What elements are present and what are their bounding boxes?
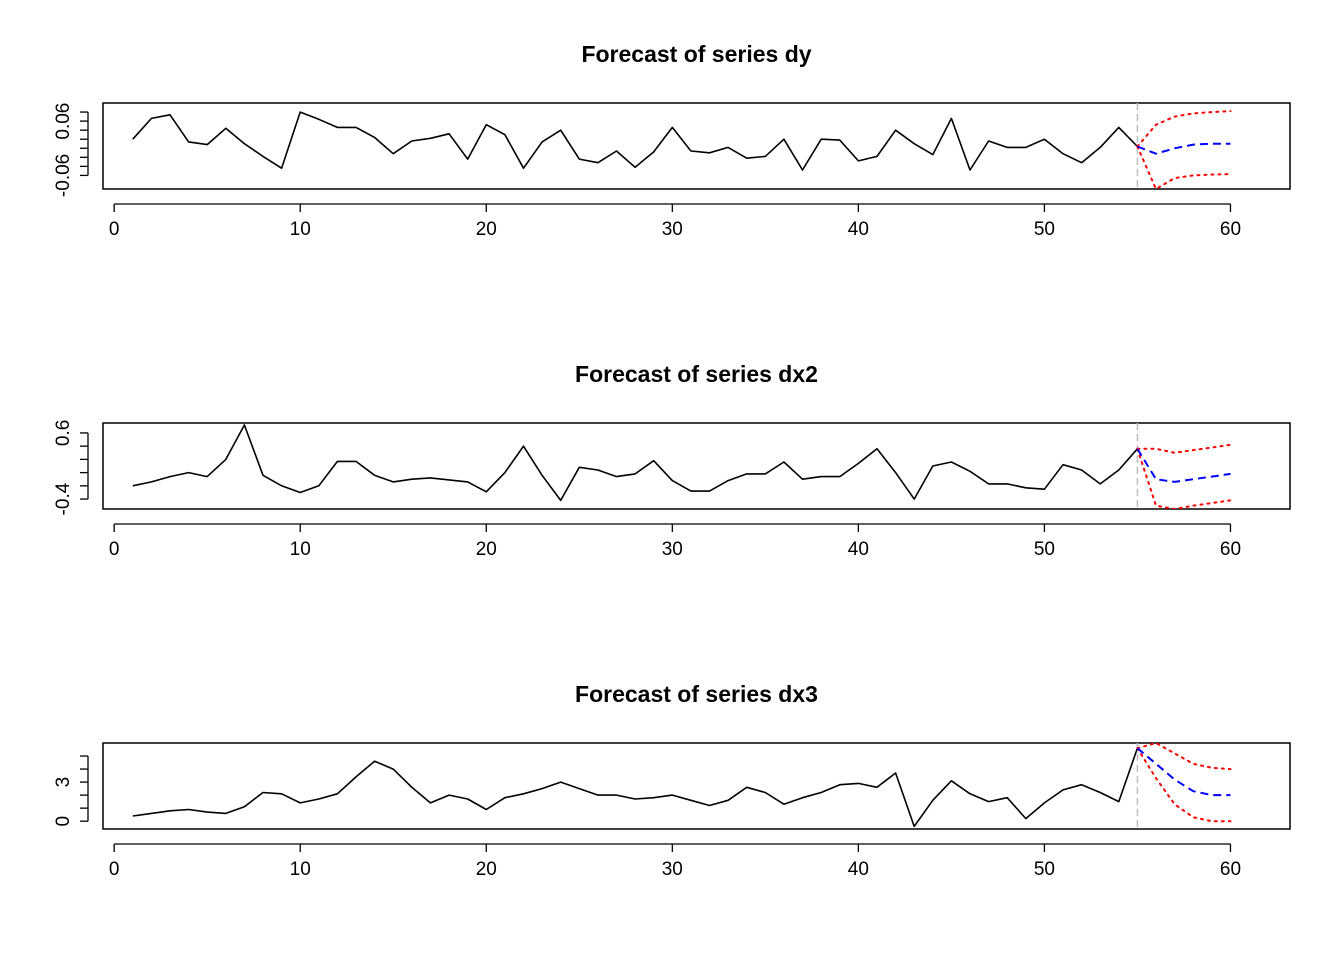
y-tick-label: 0.6	[53, 420, 74, 446]
x-tick-label: 20	[476, 859, 497, 880]
x-tick-label: 40	[848, 219, 869, 240]
series-lower-bound	[1136, 145, 1232, 189]
plot-area	[132, 103, 1232, 189]
series-lower-bound	[1136, 447, 1232, 509]
x-tick-label: 10	[290, 539, 311, 560]
series-upper-bound	[1136, 110, 1232, 148]
x-tick-label: 60	[1220, 859, 1241, 880]
plot-frame	[102, 742, 1291, 830]
x-tick-label: 30	[662, 539, 683, 560]
x-tick-label: 40	[848, 539, 869, 560]
y-tick-label: 3	[53, 777, 74, 788]
series-forecast	[1136, 448, 1231, 483]
series-lower-bound	[1136, 747, 1232, 823]
x-tick-label: 50	[1034, 539, 1055, 560]
plot-area	[132, 423, 1232, 509]
panel-forecast-dy: Forecast of series dy 0 10 20 30 40 50 60 -0.06 0…	[53, 41, 1291, 240]
x-tick-label: 40	[848, 859, 869, 880]
plot-area	[132, 743, 1232, 829]
series-forecast	[1136, 747, 1231, 797]
x-tick-label: 60	[1220, 539, 1241, 560]
x-tick-label: 0	[109, 859, 120, 880]
series-observed	[132, 111, 1138, 171]
series-upper-bound	[1136, 743, 1232, 771]
x-tick-label: 20	[476, 219, 497, 240]
y-tick-label: -0.4	[53, 482, 74, 515]
x-tick-label: 10	[290, 859, 311, 880]
chart-title: Forecast of series dx3	[575, 681, 818, 707]
x-tick-label: 60	[1220, 219, 1241, 240]
x-tick-label: 0	[109, 539, 120, 560]
x-tick-label: 50	[1034, 859, 1055, 880]
x-tick-label: 0	[109, 219, 120, 240]
plot-frame	[102, 422, 1291, 510]
series-upper-bound	[1136, 443, 1232, 454]
series-observed	[132, 424, 1139, 502]
plot-frame	[102, 102, 1291, 190]
x-tick-label: 50	[1034, 219, 1055, 240]
panel-forecast-dx2: Forecast of series dx2 0 10 20 30 40 50 60 -0.4 0…	[53, 361, 1291, 560]
y-tick-label: 0	[53, 816, 74, 827]
x-tick-label: 10	[290, 219, 311, 240]
y-tick-label: 0.06	[53, 103, 74, 140]
series-forecast	[1137, 142, 1231, 155]
x-tick-label: 20	[476, 539, 497, 560]
x-tick-label: 30	[662, 859, 683, 880]
panel-forecast-dx3: Forecast of series dx3 0 10 20 30 40 50 60 0 3	[53, 681, 1291, 880]
series-observed	[132, 747, 1139, 828]
chart-title: Forecast of series dx2	[575, 361, 818, 387]
chart-title: Forecast of series dy	[581, 41, 811, 67]
x-tick-label: 30	[662, 219, 683, 240]
y-tick-label: -0.06	[53, 154, 74, 197]
